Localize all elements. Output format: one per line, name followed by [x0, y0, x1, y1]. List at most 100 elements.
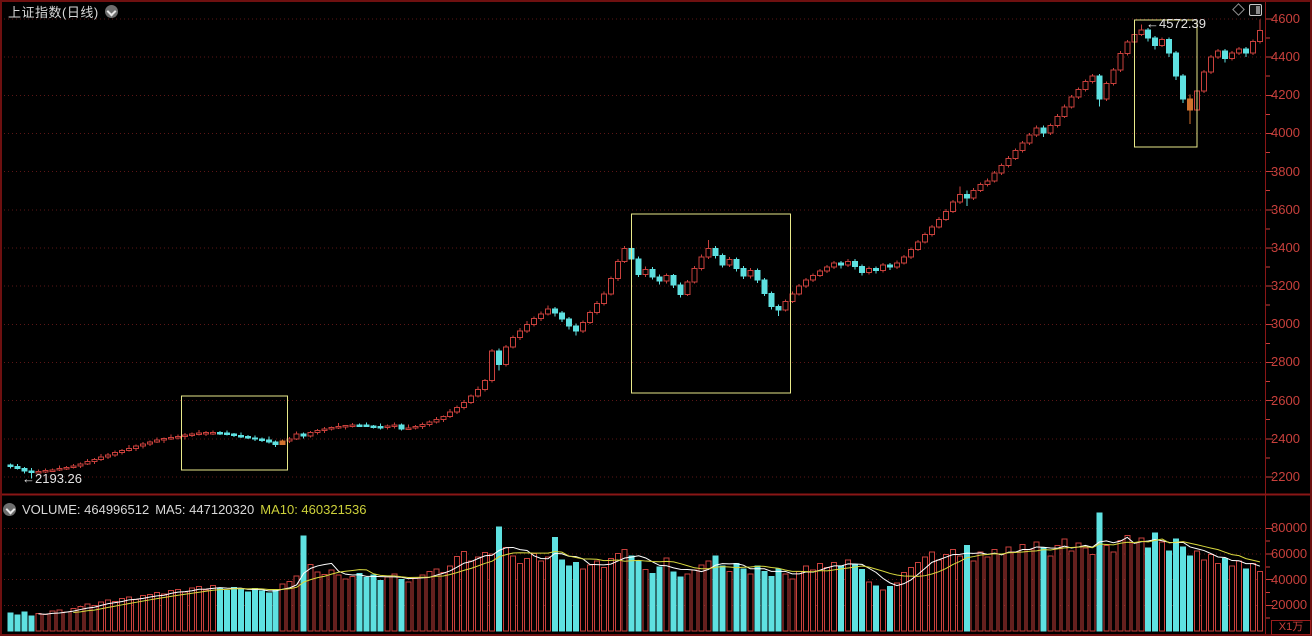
candle-body — [175, 435, 182, 439]
candle-body — [433, 418, 440, 423]
volume-bar — [1145, 547, 1152, 632]
drawn-rectangle[interactable] — [1133, 19, 1198, 148]
volume-bar — [1159, 541, 1166, 632]
candle-body — [873, 268, 880, 271]
candle-body — [119, 449, 126, 454]
candle-body — [537, 313, 544, 320]
volume-bar — [1173, 538, 1180, 632]
candle-body — [1012, 150, 1019, 159]
candle-body — [1075, 89, 1082, 98]
volume-bar — [949, 549, 956, 632]
window-icon[interactable] — [1249, 4, 1262, 16]
candle-body — [21, 467, 28, 472]
candle-body — [565, 318, 572, 327]
candle-body — [286, 438, 293, 442]
candle-body — [244, 436, 251, 439]
volume-ma10-line — [73, 538, 1261, 614]
candle-body — [747, 269, 754, 277]
volume-bar — [558, 559, 565, 632]
volume-bar — [133, 599, 140, 632]
diamond-icon[interactable] — [1232, 3, 1245, 16]
candle-body — [754, 269, 761, 281]
candle-body — [963, 194, 970, 199]
candle-body — [1117, 52, 1124, 71]
candle-body — [1152, 37, 1159, 46]
candle-body — [363, 424, 370, 428]
volume-bar — [147, 593, 154, 632]
volume-bar — [1215, 563, 1222, 632]
candle-body — [600, 293, 607, 304]
volume-bar — [510, 555, 517, 632]
candle-body — [635, 258, 642, 275]
volume-bar — [119, 597, 126, 632]
volume-bar — [91, 604, 98, 632]
candle-body — [907, 248, 914, 258]
low-marker-label: ←2193.26 — [22, 471, 82, 486]
volume-bar — [279, 583, 286, 632]
volume-bar — [272, 588, 279, 632]
candle-body — [1096, 75, 1103, 100]
volume-bar — [859, 568, 866, 632]
volume-bar — [419, 574, 426, 632]
volume-bar — [1256, 570, 1263, 632]
volume-bar — [454, 556, 461, 632]
volume-bar — [209, 584, 216, 632]
candle-body — [775, 306, 782, 311]
candle-body — [1005, 157, 1012, 167]
price-axis-label: 4600 — [1271, 11, 1300, 26]
drawn-rectangle[interactable] — [631, 213, 791, 394]
candle-body — [56, 468, 63, 471]
candle-body — [733, 258, 740, 270]
price-axis-label: 3000 — [1271, 316, 1300, 332]
volume-header: VOLUME: 464996512 MA5: 447120320 MA10: 4… — [3, 501, 367, 517]
chevron-down-icon[interactable] — [3, 502, 16, 516]
candle-body — [663, 274, 670, 282]
volume-bar — [426, 570, 433, 632]
candle-body — [977, 184, 984, 191]
volume-bar — [21, 611, 28, 632]
candle-body — [195, 432, 202, 436]
chevron-down-icon[interactable] — [104, 4, 118, 18]
drawn-rectangle[interactable] — [181, 395, 289, 471]
candle-body — [1047, 124, 1054, 134]
candle-body — [182, 434, 188, 438]
volume-bar — [1005, 546, 1012, 632]
volume-bar — [496, 526, 503, 632]
volume-bar — [216, 587, 223, 632]
candle-body — [321, 428, 328, 432]
candle-body — [956, 194, 963, 203]
candle-body — [998, 165, 1005, 174]
volume-bar — [880, 589, 886, 632]
volume-bar — [586, 564, 593, 632]
candle-body — [1054, 115, 1061, 126]
volume-bar — [873, 585, 880, 632]
candle-body — [461, 402, 468, 408]
volume-bar — [803, 565, 810, 632]
candle-body — [719, 255, 726, 266]
candle-body — [886, 264, 893, 268]
volume-bar — [398, 579, 405, 632]
volume-bar — [307, 563, 314, 632]
volume-bar — [886, 586, 893, 632]
price-axis-label: 4200 — [1271, 87, 1300, 103]
candle-body — [202, 432, 209, 435]
volume-bar — [168, 590, 175, 632]
volume-bar — [579, 568, 586, 632]
volume-bar — [223, 590, 230, 632]
candle-body — [1145, 29, 1152, 39]
volume-bar — [852, 563, 859, 632]
volume-bar — [363, 577, 370, 632]
volume-bar — [1019, 543, 1026, 632]
volume-bar — [677, 576, 684, 632]
candle-body — [740, 268, 747, 277]
candle-body — [154, 439, 161, 443]
candle-body — [1222, 50, 1229, 60]
candle-body — [307, 431, 314, 437]
candle-body — [656, 276, 663, 282]
volume-bar — [391, 573, 398, 632]
candle-body — [223, 432, 230, 435]
volume-bar — [14, 614, 21, 632]
volume-bar — [182, 591, 188, 632]
candle-body — [335, 426, 342, 429]
